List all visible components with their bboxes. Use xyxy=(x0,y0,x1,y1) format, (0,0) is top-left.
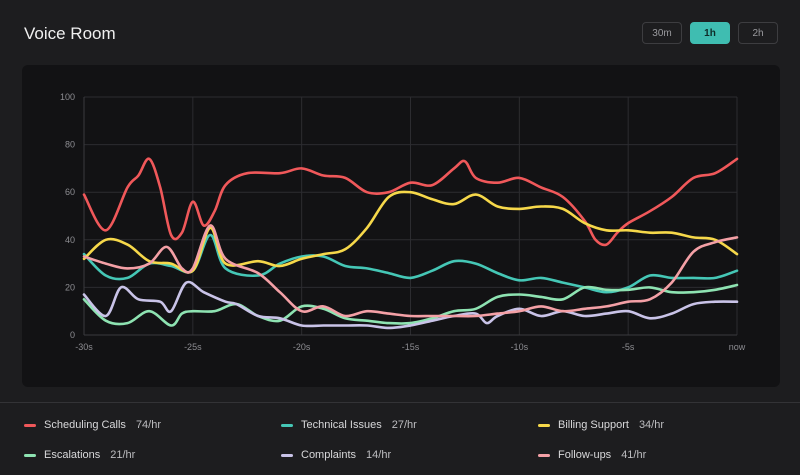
legend-swatch xyxy=(538,423,550,427)
legend-item-complaints[interactable]: Complaints 14/hr xyxy=(281,449,391,461)
x-tick-label: -25s xyxy=(184,342,202,352)
y-tick-label: 60 xyxy=(65,187,75,197)
legend-swatch xyxy=(24,423,36,427)
legend-label: Complaints xyxy=(301,449,357,461)
chart-area xyxy=(22,65,780,387)
y-tick-label: 40 xyxy=(65,235,75,245)
y-tick-label: 0 xyxy=(70,330,75,340)
legend-swatch xyxy=(538,453,550,457)
x-tick-label: -30s xyxy=(75,342,93,352)
y-tick-label: 80 xyxy=(65,140,75,150)
legend-swatch xyxy=(281,453,293,457)
legend-value: 14/hr xyxy=(366,449,392,461)
x-tick-label: -15s xyxy=(402,342,420,352)
range-30m-button[interactable]: 30m xyxy=(642,22,682,44)
legend-item-scheduling-calls[interactable]: Scheduling Calls 74/hr xyxy=(24,419,161,431)
line-chart: 0 20 40 60 80 100 -30s -25s -20s -15s -10s -5s now xyxy=(60,92,746,352)
x-tick-label: -5s xyxy=(622,342,635,352)
legend-label: Technical Issues xyxy=(301,419,382,431)
legend-item-escalations[interactable]: Escalations 21/hr xyxy=(24,449,135,461)
legend-value: 74/hr xyxy=(135,419,162,431)
legend-label: Billing Support xyxy=(558,419,629,431)
y-tick-label: 100 xyxy=(60,92,75,102)
series-line-scheduling-calls xyxy=(82,157,739,247)
time-range-selector: 30m 1h 2h xyxy=(642,22,778,44)
legend-label: Follow-ups xyxy=(558,449,612,461)
legend-swatch xyxy=(24,453,36,457)
legend-divider xyxy=(0,402,800,403)
legend-item-follow-ups[interactable]: Follow-ups 41/hr xyxy=(538,449,646,461)
y-tick-label: 20 xyxy=(65,282,75,292)
legend-label: Escalations xyxy=(44,449,101,461)
range-1h-button[interactable]: 1h xyxy=(690,22,730,44)
legend-value: 41/hr xyxy=(621,449,647,461)
series-line-complaints xyxy=(82,280,739,330)
x-tick-label: now xyxy=(729,342,746,352)
legend-swatch xyxy=(281,423,293,427)
legend-item-technical-issues[interactable]: Technical Issues 27/hr xyxy=(281,419,417,431)
series-line-escalations xyxy=(82,283,739,327)
legend-item-billing-support[interactable]: Billing Support 34/hr xyxy=(538,419,664,431)
legend: Scheduling Calls 74/hr Technical Issues … xyxy=(0,402,800,475)
page-title: Voice Room xyxy=(24,24,116,43)
series-line-follow-ups xyxy=(82,224,739,318)
x-tick-label: -10s xyxy=(511,342,529,352)
legend-label: Scheduling Calls xyxy=(44,419,126,431)
series-line-billing-support xyxy=(82,190,739,274)
range-2h-button[interactable]: 2h xyxy=(738,22,778,44)
x-tick-label: -20s xyxy=(293,342,311,352)
legend-value: 27/hr xyxy=(391,419,417,431)
legend-value: 34/hr xyxy=(638,419,665,431)
legend-value: 21/hr xyxy=(110,449,136,461)
